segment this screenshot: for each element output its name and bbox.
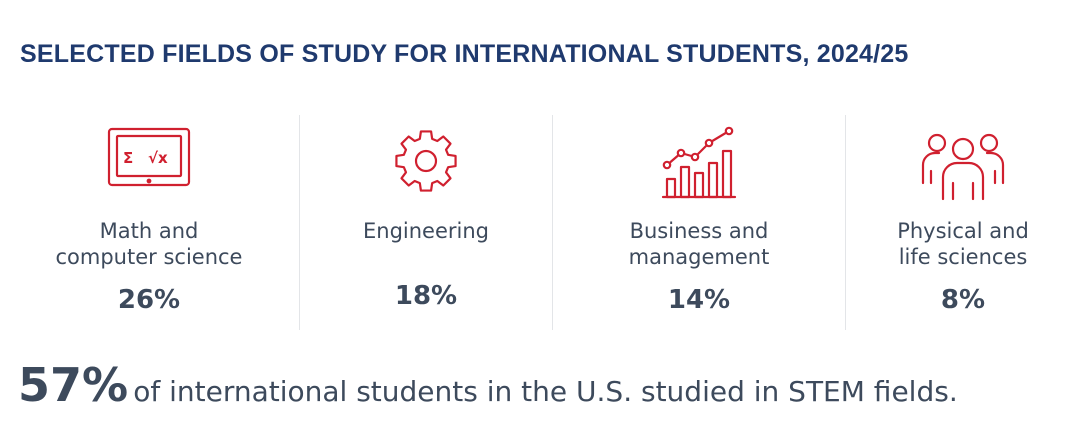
field-percent: 8%	[940, 285, 986, 315]
column-divider	[552, 115, 553, 330]
column-divider	[845, 115, 846, 330]
column-divider	[299, 115, 300, 330]
summary-text: of international students in the U.S. st…	[133, 375, 958, 408]
growth-chart-icon	[651, 121, 747, 201]
square-root-symbol: √x	[148, 149, 168, 167]
field-label: Math and computer science	[55, 219, 243, 269]
infographic-title: SELECTED FIELDS OF STUDY FOR INTERNATION…	[20, 40, 909, 68]
gear-icon	[378, 121, 474, 201]
summary-highlight: 57%	[18, 358, 129, 412]
field-label: Engineering	[363, 219, 489, 243]
sigma-symbol: Σ	[123, 149, 133, 167]
people-group-icon	[915, 121, 1011, 201]
field-label: Physical and life sciences	[897, 219, 1029, 269]
field-card-math-cs: Σ √x Math and computer science 26%	[0, 115, 298, 330]
laptop-math-icon: Σ √x	[101, 121, 197, 201]
field-percent: 26%	[117, 285, 181, 315]
field-card-sciences: Physical and life sciences 8%	[846, 115, 1080, 330]
field-label: Business and management	[628, 219, 770, 269]
fields-row: Σ √x Math and computer science 26% Engin…	[0, 115, 1080, 330]
field-percent: 18%	[394, 281, 458, 311]
stem-summary: 57% of international students in the U.S…	[18, 358, 958, 412]
field-percent: 14%	[667, 285, 731, 315]
field-card-business: Business and management 14%	[553, 115, 845, 330]
field-card-engineering: Engineering 18%	[300, 115, 552, 330]
